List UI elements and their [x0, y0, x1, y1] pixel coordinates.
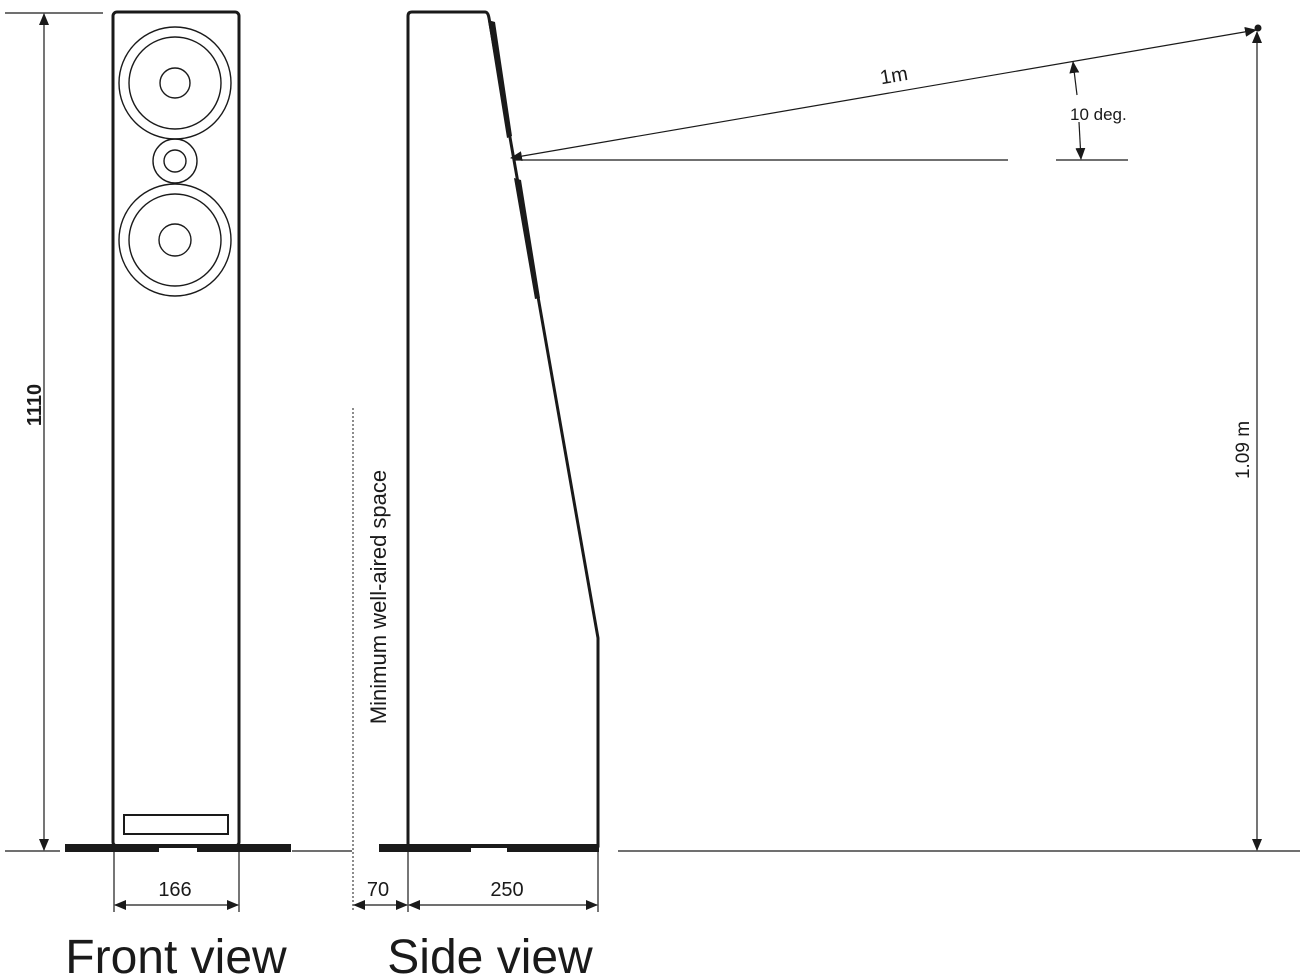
upper-woofer-icon: [118, 26, 232, 140]
side-depth-dimension: [408, 852, 599, 912]
side-view-speaker: [406, 10, 600, 848]
wall-space-label: Minimum well-aired space: [366, 470, 391, 724]
lower-woofer-icon: [118, 183, 232, 297]
distance-label: 1m: [878, 63, 909, 89]
wall-gap-label: 70: [367, 879, 389, 901]
side-plinth: [379, 844, 599, 852]
front-cabinet: [111, 10, 241, 848]
front-view-speaker: [111, 10, 241, 848]
listener-point-icon: [1254, 24, 1262, 32]
bass-port: [123, 814, 229, 835]
side-view-caption: Side view: [387, 931, 593, 979]
tweeter-icon: [152, 138, 198, 184]
listening-distance-line: [510, 26, 1257, 162]
angle-bottom-arrow: [1075, 121, 1086, 160]
front-width-dimension: [113, 852, 240, 912]
upper-driver-profile: [488, 20, 512, 138]
angle-top-arrow: [1069, 61, 1080, 96]
lower-driver-profile: [514, 178, 540, 299]
front-plinth: [65, 844, 291, 852]
height-label: 1110: [24, 384, 46, 426]
height-dimension: [5, 12, 103, 851]
front-view-caption: Front view: [65, 931, 287, 979]
listening-height-label: 1.09 m: [1233, 421, 1254, 479]
side-cabinet: [406, 10, 600, 848]
side-depth-label: 250: [490, 879, 523, 901]
angle-label: 10 deg.: [1070, 105, 1127, 124]
listening-axis: [510, 26, 1257, 162]
front-width-label: 166: [158, 879, 191, 901]
